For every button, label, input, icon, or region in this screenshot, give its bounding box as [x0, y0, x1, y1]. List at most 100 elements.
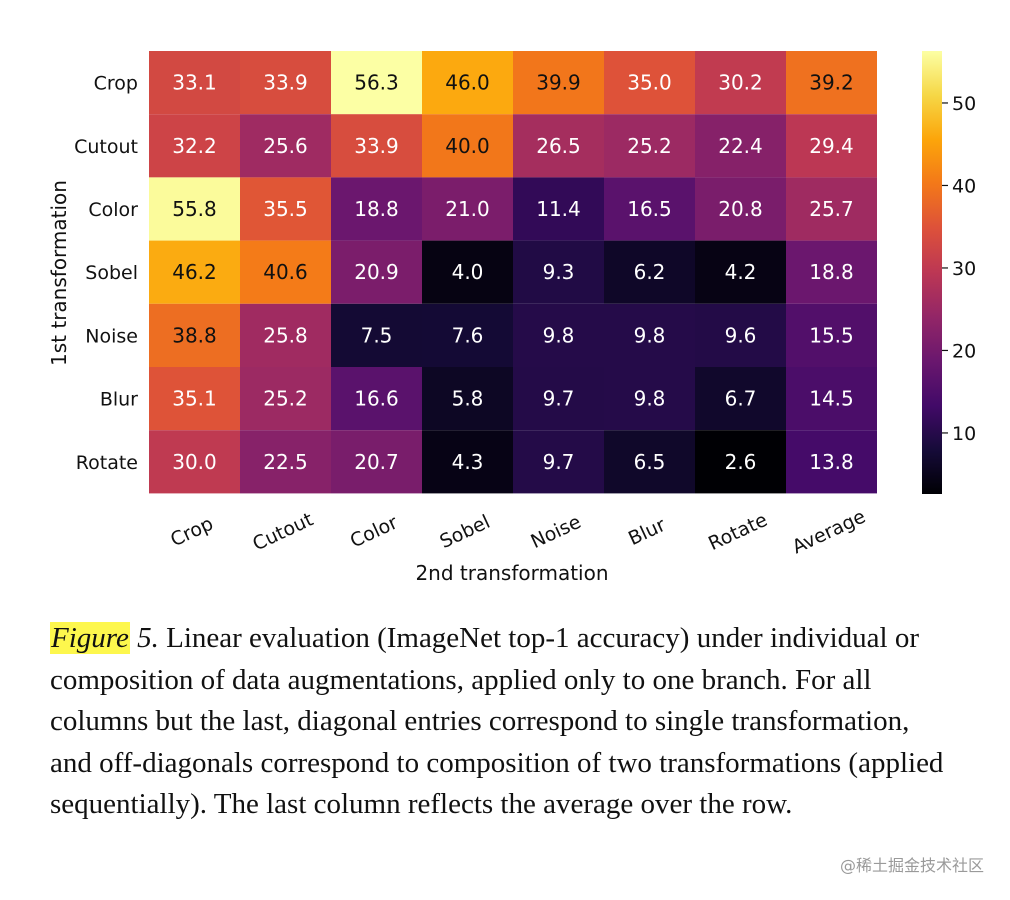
heatmap-cell: [149, 51, 240, 115]
cell-value-label: 11.4: [536, 197, 581, 221]
row-tick-label: Sobel: [85, 262, 138, 284]
heatmap-cell: [331, 303, 422, 367]
cell-value-label: 5.8: [452, 387, 484, 411]
row-tick-label: Color: [88, 199, 138, 221]
heatmap-cell: [786, 240, 877, 304]
heatmap-cell: [695, 430, 786, 494]
column-tick-label: Average: [789, 506, 869, 559]
heatmap-cell: [786, 430, 877, 494]
cell-value-label: 35.5: [263, 197, 308, 221]
colorbar-tick-label: 50: [952, 93, 976, 115]
heatmap-cell: [331, 114, 422, 178]
cell-value-label: 9.8: [634, 387, 666, 411]
heatmap-cell: [695, 240, 786, 304]
cell-value-label: 55.8: [172, 197, 217, 221]
heatmap-cell: [786, 177, 877, 241]
cell-value-label: 6.5: [634, 450, 666, 474]
heatmap-cell: [331, 430, 422, 494]
column-tick-label: Cutout: [249, 508, 316, 555]
figure: 33.1 33.9 56.3 46.0 39.9 35.0 30.2 39.2 32.2 25.6…: [47, 51, 984, 875]
cell-value-label: 20.8: [718, 197, 763, 221]
cell-value-label: 20.7: [354, 450, 399, 474]
heatmap-cell: [786, 367, 877, 431]
heatmap-cell: [513, 303, 604, 367]
colorbar: [922, 51, 942, 494]
cell-value-label: 40.0: [445, 134, 490, 158]
heatmap-cell: [604, 367, 695, 431]
cell-value-label: 9.7: [543, 387, 575, 411]
heatmap-cell: [422, 367, 513, 431]
cell-value-label: 20.9: [354, 260, 399, 284]
cell-value-label: 25.2: [263, 387, 308, 411]
heatmap-cell: [331, 367, 422, 431]
cell-value-label: 25.8: [263, 323, 308, 347]
heatmap-cell: [695, 367, 786, 431]
heatmap-cell: [149, 240, 240, 304]
x-axis-label: 2nd transformation: [415, 561, 608, 585]
heatmap-cell: [331, 240, 422, 304]
heatmap-cell: [149, 430, 240, 494]
column-tick-label: Sobel: [436, 511, 493, 553]
cell-value-label: 16.5: [627, 197, 672, 221]
column-labels: Crop Cutout Color Sobel Noise Blur Rotate Avera…: [167, 506, 869, 559]
y-axis-label: 1st transformation: [47, 180, 71, 366]
cell-value-label: 30.2: [718, 71, 763, 95]
cell-value-label: 9.3: [543, 260, 575, 284]
heatmap-cell: [240, 114, 331, 178]
cell-value-label: 33.9: [263, 71, 308, 95]
cell-value-label: 6.7: [725, 387, 757, 411]
heatmap-cell: [149, 114, 240, 178]
heatmap-cell: [604, 430, 695, 494]
heatmap-cell: [513, 114, 604, 178]
heatmap-cell: [149, 367, 240, 431]
cell-value-label: 56.3: [354, 71, 399, 95]
caption-figure-number: 5.: [137, 622, 159, 654]
heatmap-cell: [695, 177, 786, 241]
cell-value-label: 13.8: [809, 450, 854, 474]
colorbar-tick-label: 10: [952, 423, 976, 445]
heatmap-cell: [604, 51, 695, 115]
cell-value-label: 6.2: [634, 260, 666, 284]
cell-value-label: 25.7: [809, 197, 854, 221]
caption-text: Linear evaluation (ImageNet top-1 accura…: [50, 622, 944, 820]
heatmap-cell: [422, 51, 513, 115]
heatmap-cell: [240, 367, 331, 431]
cell-value-label: 14.5: [809, 387, 854, 411]
cell-value-label: 2.6: [725, 450, 757, 474]
cell-value-label: 29.4: [809, 134, 854, 158]
cell-value-label: 7.5: [361, 323, 393, 347]
cell-value-label: 4.0: [452, 260, 484, 284]
heatmap-cell: [331, 177, 422, 241]
heatmap-cell: [513, 430, 604, 494]
heatmap-chart: 33.1 33.9 56.3 46.0 39.9 35.0 30.2 39.2 32.2 25.6…: [47, 51, 976, 585]
cell-value-label: 39.2: [809, 71, 854, 95]
cell-value-label: 46.2: [172, 260, 217, 284]
cell-value-label: 9.7: [543, 450, 575, 474]
cell-value-label: 4.2: [725, 260, 757, 284]
cell-value-label: 9.8: [634, 323, 666, 347]
cell-value-label: 18.8: [354, 197, 399, 221]
cell-value-label: 46.0: [445, 71, 490, 95]
cell-value-label: 9.8: [543, 323, 575, 347]
heatmap-cell: [422, 114, 513, 178]
column-tick-label: Rotate: [705, 509, 771, 555]
cell-value-label: 21.0: [445, 197, 490, 221]
cell-value-label: 33.1: [172, 71, 217, 95]
cell-value-label: 32.2: [172, 134, 217, 158]
row-tick-label: Blur: [100, 389, 138, 411]
cell-value-label: 40.6: [263, 260, 308, 284]
heatmap-cell: [513, 240, 604, 304]
heatmap-cell: [422, 430, 513, 494]
heatmap-cells: 33.1 33.9 56.3 46.0 39.9 35.0 30.2 39.2 32.2 25.6…: [149, 51, 877, 494]
heatmap-cell: [786, 303, 877, 367]
cell-value-label: 25.2: [627, 134, 672, 158]
column-tick-label: Color: [347, 511, 401, 552]
heatmap-cell: [695, 51, 786, 115]
cell-value-label: 4.3: [452, 450, 484, 474]
row-tick-label: Noise: [85, 325, 138, 347]
heatmap-cell: [240, 177, 331, 241]
watermark: @稀土掘金技术社区: [839, 856, 984, 875]
cell-value-label: 9.6: [725, 323, 757, 347]
row-labels: Crop Cutout Color Sobel Noise Blur Rotate: [74, 73, 138, 474]
heatmap-cell: [240, 51, 331, 115]
